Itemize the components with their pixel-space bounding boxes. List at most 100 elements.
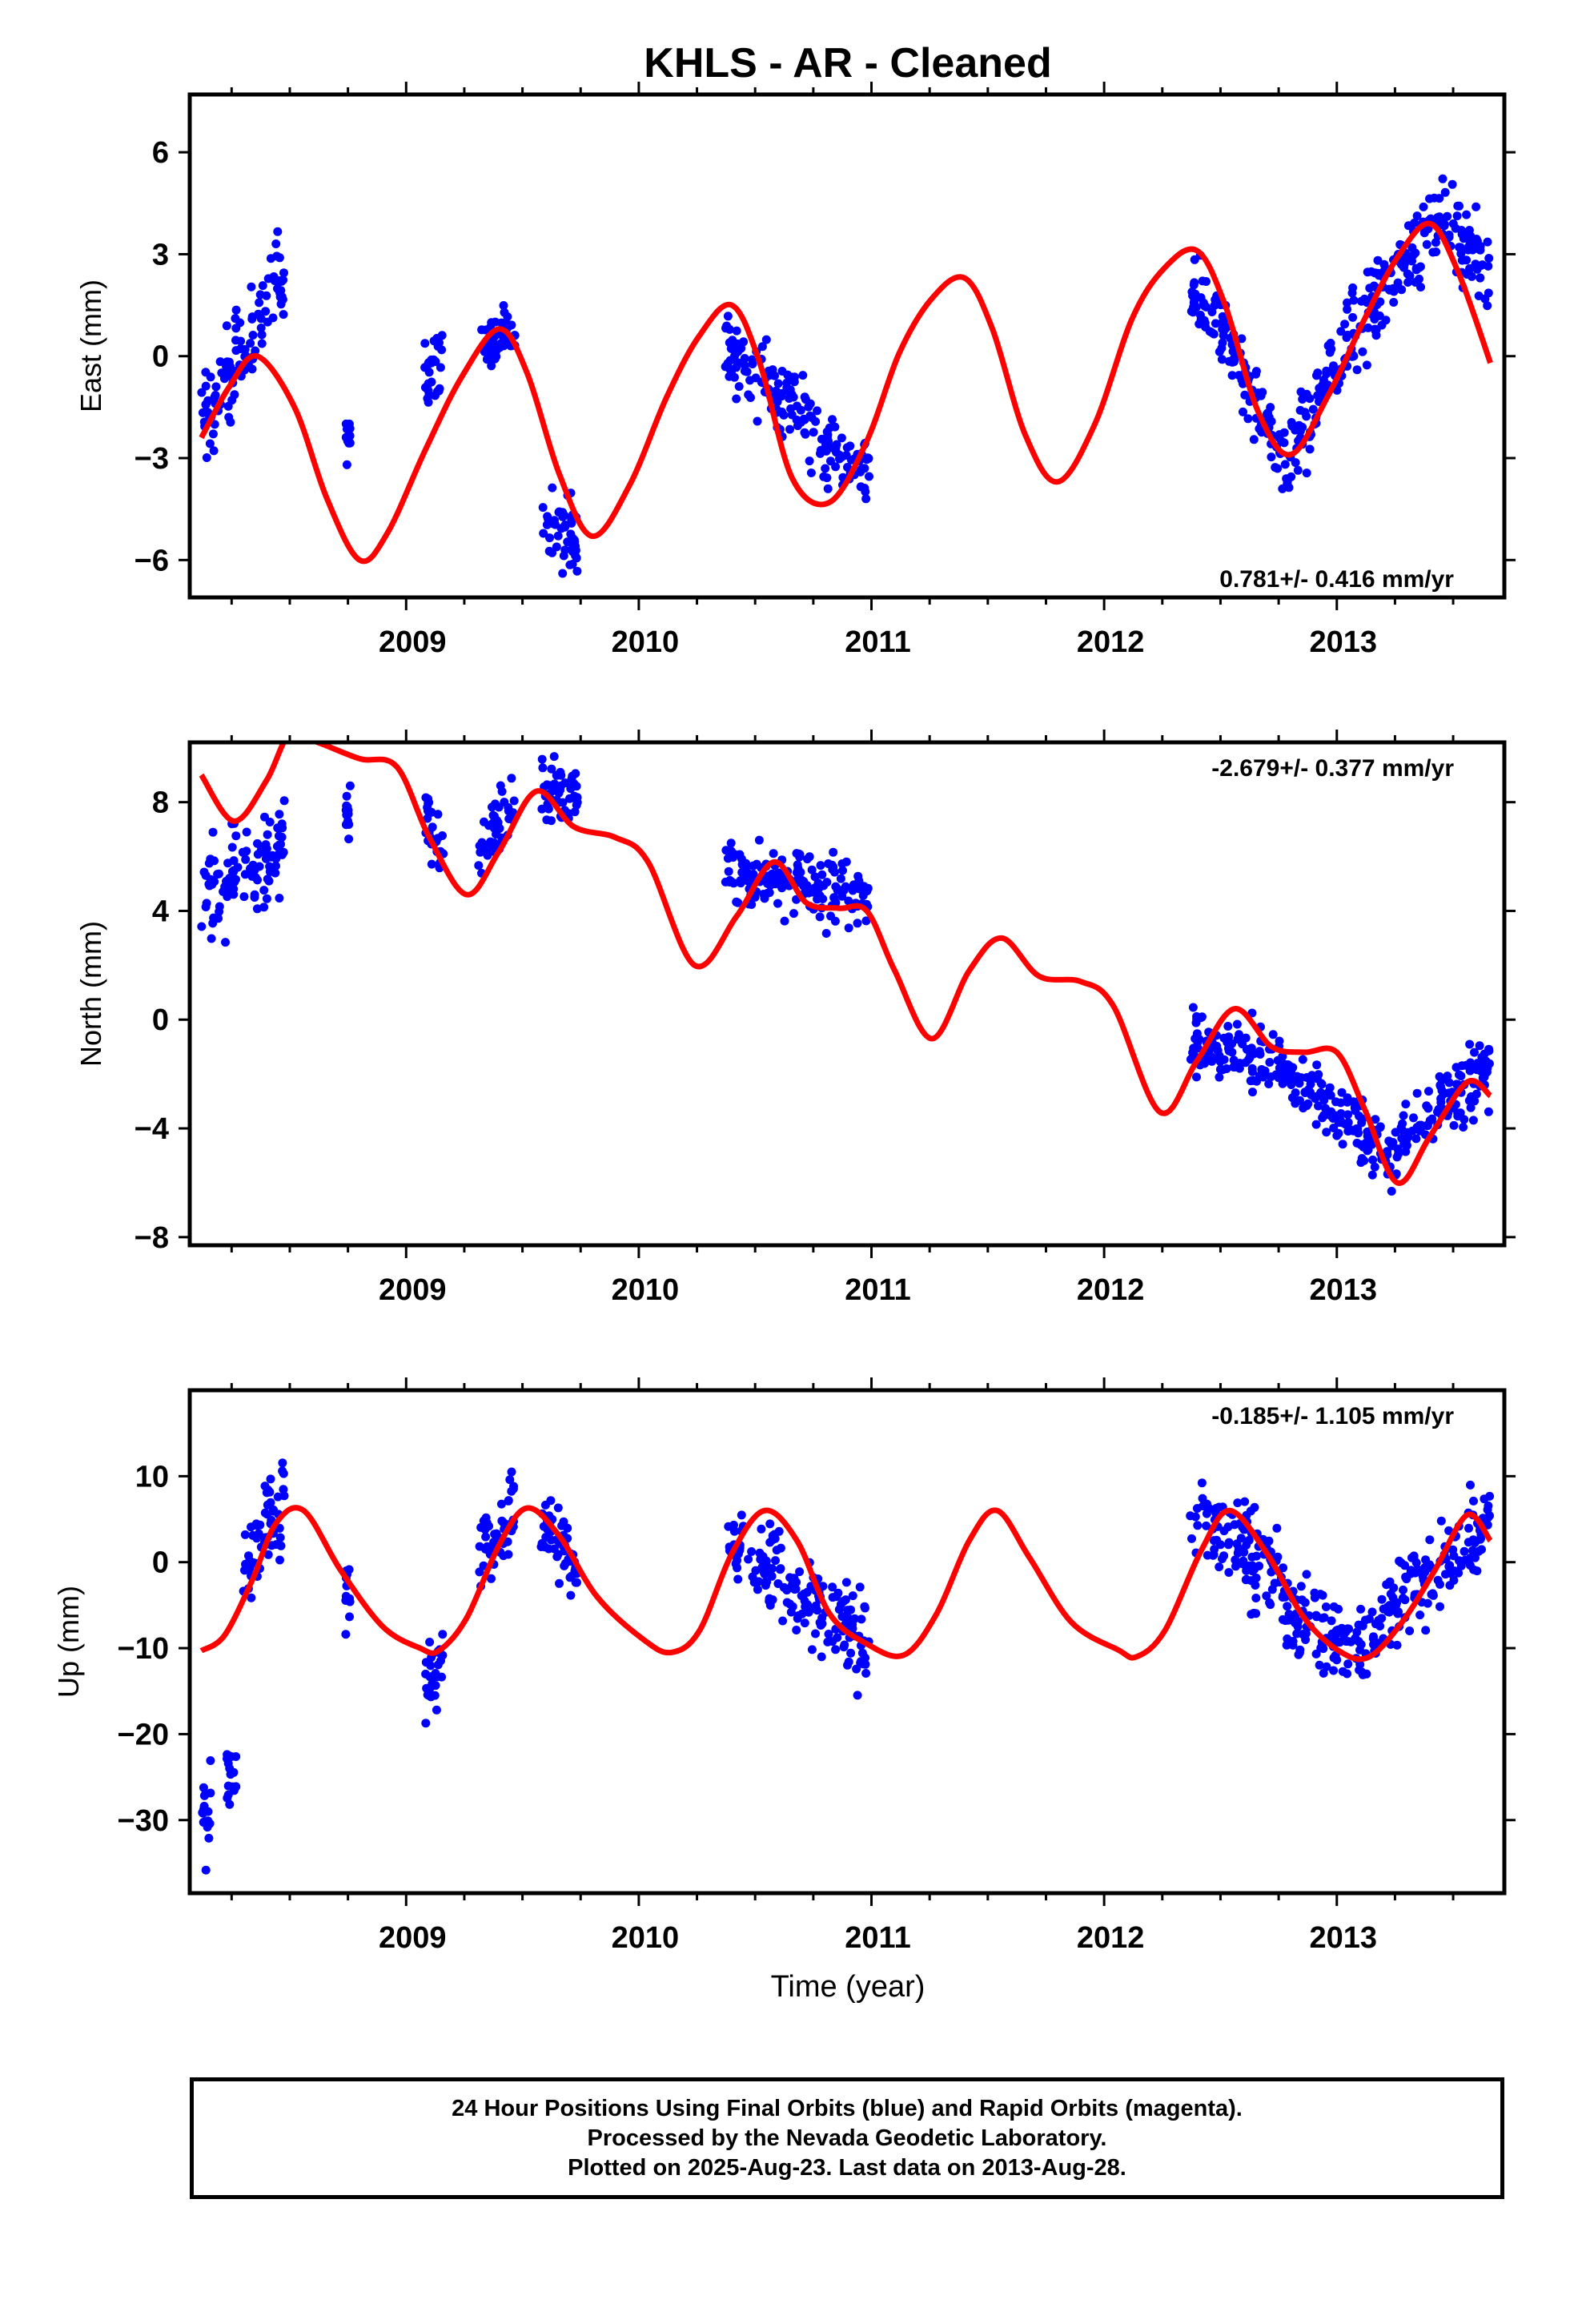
up-data-point [273, 1492, 283, 1502]
north-data-point [537, 804, 547, 814]
north-data-point [1287, 1093, 1297, 1103]
north-data-point [747, 900, 757, 909]
east-data-point [202, 453, 211, 462]
north-data-point [793, 863, 803, 873]
north-data-point [277, 819, 287, 829]
east-data-point [277, 276, 287, 286]
east-data-point [1467, 271, 1476, 281]
north-data-point [265, 867, 275, 876]
east-data-point [732, 326, 741, 336]
up-data-point [771, 1556, 780, 1566]
north-data-point [1229, 1055, 1239, 1065]
up-data-point [816, 1621, 825, 1630]
east-data-point [805, 456, 814, 466]
north-data-point [1311, 1120, 1321, 1129]
north-data-point [1443, 1072, 1452, 1081]
east-data-point [1401, 252, 1411, 262]
north-data-point [1343, 1118, 1353, 1128]
north-data-point [839, 886, 849, 895]
east-data-point [1369, 281, 1379, 291]
up-data-point [229, 1786, 239, 1795]
up-data-point [807, 1645, 817, 1655]
east-data-point [256, 324, 266, 332]
east-data-point [773, 379, 783, 388]
north-data-point [475, 841, 484, 850]
east-data-point [342, 460, 351, 469]
up-data-point [432, 1705, 441, 1715]
up-data-point [204, 1833, 214, 1843]
north-data-point [754, 835, 764, 845]
north-data-point [1265, 1058, 1275, 1067]
east-data-point [258, 281, 267, 291]
north-data-points [197, 752, 1494, 1196]
up-data-point [1420, 1563, 1430, 1572]
up-data-point [848, 1624, 857, 1633]
east-data-point [1389, 298, 1399, 307]
up-data-point [844, 1657, 853, 1667]
north-data-point [549, 752, 559, 762]
up-data-point [279, 1485, 288, 1494]
east-data-point [1196, 315, 1206, 324]
up-data-point [744, 1554, 753, 1564]
up-data-point [1321, 1602, 1331, 1611]
north-data-point [1232, 1019, 1242, 1029]
up-data-point [765, 1601, 775, 1610]
up-data-point [541, 1533, 551, 1542]
up-data-point [507, 1486, 516, 1496]
east-data-point [1343, 304, 1352, 314]
north-data-point [816, 861, 825, 870]
east-data-point [496, 318, 506, 328]
north-data-point [733, 898, 743, 907]
north-data-point [1349, 1126, 1358, 1136]
east-data-point [276, 286, 286, 296]
north-data-point [1367, 1170, 1377, 1180]
east-data-point [1422, 239, 1431, 249]
east-data-point [423, 381, 432, 391]
north-data-point [1383, 1147, 1392, 1156]
north-data-point [1351, 1106, 1360, 1116]
up-y-tick-label: −10 [118, 1632, 169, 1666]
caption-line-3: Plotted on 2025-Aug-23. Last data on 201… [568, 2154, 1126, 2181]
east-data-point [560, 522, 570, 532]
east-data-point [1352, 365, 1362, 375]
north-data-point [1186, 1055, 1195, 1064]
east-data-point [560, 545, 570, 555]
north-data-point [341, 820, 351, 830]
north-data-point [1415, 1126, 1425, 1136]
east-x-tick-label: 2011 [845, 625, 910, 659]
north-data-point [1223, 1022, 1233, 1031]
north-x-tick-label: 2012 [1077, 1273, 1145, 1307]
north-data-point [345, 781, 355, 790]
east-data-point [1412, 211, 1422, 221]
east-data-point [1205, 327, 1215, 336]
up-data-point [1210, 1545, 1219, 1554]
east-data-point [222, 321, 231, 331]
up-data-point [1292, 1629, 1302, 1638]
east-data-point [1302, 468, 1311, 478]
north-data-point [1371, 1115, 1380, 1124]
north-data-point [279, 847, 288, 857]
north-data-point [817, 870, 827, 879]
north-data-point [1268, 1030, 1278, 1039]
north-data-point [1375, 1122, 1385, 1132]
up-data-point [1327, 1616, 1336, 1626]
up-data-point [1224, 1568, 1234, 1577]
east-data-point [1456, 243, 1465, 252]
east-data-point [208, 429, 218, 439]
north-data-point [480, 817, 488, 826]
north-data-point [262, 894, 271, 903]
north-data-point [1470, 1047, 1479, 1057]
up-data-point [341, 1630, 351, 1639]
east-y-tick-label: 3 [152, 238, 169, 271]
north-data-point [253, 838, 262, 848]
east-data-point [723, 312, 733, 321]
east-data-point [777, 388, 786, 398]
north-data-point [538, 763, 548, 773]
north-data-point [476, 847, 485, 857]
east-data-point [215, 357, 225, 367]
east-data-point [1271, 463, 1280, 472]
east-data-point [341, 432, 351, 442]
up-data-point [733, 1574, 743, 1584]
east-data-point [857, 465, 865, 474]
east-data-point [822, 473, 832, 483]
